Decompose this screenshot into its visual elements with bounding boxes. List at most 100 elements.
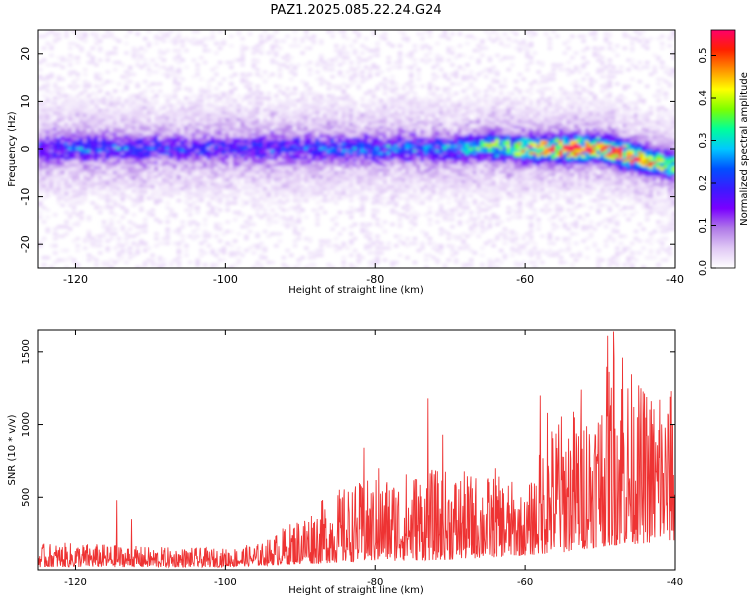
spectrogram-cell bbox=[292, 91, 298, 96]
spectrogram-cell bbox=[311, 110, 317, 115]
spectrogram-cell bbox=[75, 96, 81, 100]
spectrogram-cell bbox=[49, 172, 54, 176]
spectrogram-cell bbox=[304, 177, 309, 181]
spectrogram-cell bbox=[202, 179, 208, 184]
spectrogram-cell bbox=[289, 44, 294, 48]
spectrogram-cell bbox=[326, 122, 332, 126]
spectrogram-cell bbox=[382, 153, 388, 157]
spectrogram-cell bbox=[41, 163, 47, 167]
spectrogram-cell bbox=[139, 191, 144, 196]
spectrogram-cell bbox=[408, 218, 414, 222]
spectrogram-cell bbox=[296, 220, 302, 224]
spectrogram-cell bbox=[307, 137, 313, 141]
spectrogram-cell bbox=[195, 118, 200, 122]
spectrogram-cell bbox=[352, 172, 358, 176]
spectrogram-cell bbox=[262, 153, 268, 157]
spectrogram-cell bbox=[67, 122, 73, 126]
spectrogram-cell bbox=[378, 146, 384, 150]
spectrogram-cell bbox=[360, 160, 365, 165]
spectrogram-cell bbox=[345, 182, 350, 186]
spectrogram-cell bbox=[244, 158, 249, 162]
spectrogram-cell bbox=[375, 172, 380, 176]
spectrogram-cell bbox=[401, 149, 407, 153]
spectrogram-cell bbox=[360, 118, 365, 122]
spectrogram-cell bbox=[307, 139, 313, 143]
spectrogram-cell bbox=[97, 179, 103, 184]
spectrogram-cell bbox=[75, 237, 81, 241]
spectrogram-cell bbox=[45, 194, 51, 198]
spectrogram-cell bbox=[191, 220, 197, 224]
spectrogram-cell bbox=[285, 153, 290, 157]
spectrogram-cell bbox=[281, 120, 287, 124]
spectrogram-cell bbox=[360, 170, 365, 174]
spectrogram-cell bbox=[349, 122, 354, 126]
spectrogram-cell bbox=[319, 96, 324, 100]
spectrogram-cell bbox=[154, 263, 159, 267]
spectrogram-cell bbox=[281, 137, 287, 141]
spectrogram-cell bbox=[300, 194, 305, 198]
spectrogram-cell bbox=[236, 170, 242, 174]
spectrogram-cell bbox=[127, 163, 133, 167]
spectrogram-cell bbox=[236, 139, 242, 143]
spectrogram-cell bbox=[319, 129, 324, 134]
spectrogram-cell bbox=[319, 158, 324, 162]
spectrogram-cell bbox=[274, 168, 279, 172]
spectrogram-cell bbox=[296, 218, 302, 222]
spectrogram-cell bbox=[56, 201, 62, 205]
spectrogram-cell bbox=[270, 163, 275, 167]
spectrogram-cell bbox=[38, 163, 43, 167]
spectrogram-cell bbox=[341, 82, 347, 86]
spectrogram-cell bbox=[296, 158, 302, 162]
spectrogram-cell bbox=[240, 63, 245, 67]
spectrogram-cell bbox=[109, 122, 114, 126]
spectrogram-cell bbox=[397, 141, 403, 146]
spectrogram-cell bbox=[259, 263, 264, 267]
spectrogram-cell bbox=[255, 244, 260, 248]
spectrogram-cell bbox=[408, 184, 414, 188]
spectrogram-cell bbox=[94, 139, 99, 143]
spectrogram-cell bbox=[71, 165, 77, 169]
spectrogram-cell bbox=[319, 189, 324, 193]
spectrogram-cell bbox=[150, 125, 155, 129]
spectrogram-cell bbox=[214, 103, 219, 107]
spectrogram-cell bbox=[176, 260, 182, 265]
spectrogram-cell bbox=[79, 187, 84, 191]
spectrogram-cell bbox=[285, 168, 290, 172]
spectrogram-cell bbox=[187, 168, 193, 172]
spectrogram-cell bbox=[405, 179, 410, 184]
spectrogram-cell bbox=[79, 32, 84, 36]
spectrogram-cell bbox=[82, 125, 88, 129]
spectrogram-cell bbox=[352, 265, 358, 268]
spectrogram-cell bbox=[225, 149, 230, 153]
spectrogram-cell bbox=[116, 60, 122, 65]
spectrogram-cell bbox=[334, 196, 339, 200]
spectrogram-cell bbox=[139, 196, 144, 200]
spectrogram-cell bbox=[150, 153, 155, 157]
spectrogram-cell bbox=[161, 51, 167, 55]
spectrogram-cell bbox=[221, 151, 227, 155]
spectrogram-cell bbox=[146, 165, 152, 169]
spectrogram-cell bbox=[217, 118, 223, 122]
spectrogram-cell bbox=[363, 182, 369, 186]
spectrogram-cell bbox=[371, 110, 377, 115]
spectrogram-cell bbox=[326, 137, 332, 141]
spectrogram-cell bbox=[266, 191, 272, 196]
spectrogram-cell bbox=[352, 187, 358, 191]
spectrogram-cell bbox=[315, 144, 320, 148]
spectrogram-cell bbox=[274, 108, 279, 112]
spectrogram-cell bbox=[97, 191, 103, 196]
spectrogram-cell bbox=[56, 189, 62, 193]
spectrogram-cell bbox=[390, 156, 395, 160]
spectrogram-cell bbox=[292, 175, 298, 179]
spectrogram-cell bbox=[281, 110, 287, 115]
spectrogram-cell bbox=[101, 156, 107, 160]
spectrogram-cell bbox=[311, 160, 317, 165]
spectrogram-cell bbox=[142, 179, 148, 184]
spectrogram-cell bbox=[109, 32, 114, 36]
spectrogram-cell bbox=[397, 153, 403, 157]
spectrogram-cell bbox=[300, 163, 305, 167]
spectrogram-cell bbox=[146, 84, 152, 88]
spectrogram-cell bbox=[165, 170, 170, 174]
spectrogram-cell bbox=[71, 134, 77, 138]
spectrogram-cell bbox=[405, 189, 410, 193]
